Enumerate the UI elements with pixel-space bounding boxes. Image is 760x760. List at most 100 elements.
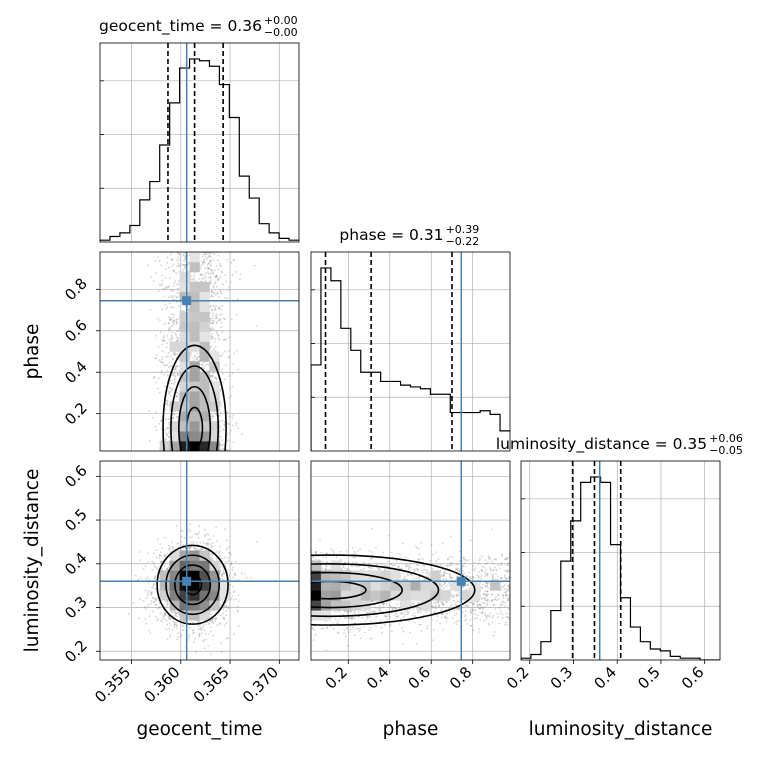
sample-point <box>220 321 223 324</box>
sample-point <box>207 267 210 269</box>
sample-point <box>172 263 175 266</box>
sample-point <box>189 276 192 278</box>
sample-point <box>188 309 190 312</box>
sample-point <box>199 626 202 629</box>
sample-point <box>170 295 173 297</box>
sample-point <box>196 533 199 536</box>
sample-point <box>175 365 177 368</box>
sample-point <box>168 544 170 547</box>
sample-point <box>152 280 155 283</box>
sample-point <box>153 552 156 555</box>
sample-point <box>212 535 215 537</box>
sample-point <box>209 327 212 330</box>
panel-frame-0-0 <box>99 42 300 243</box>
density-cell <box>169 431 180 442</box>
sample-point <box>170 610 173 613</box>
hist-bin <box>470 413 480 451</box>
sample-point <box>207 539 210 541</box>
sample-point <box>154 425 157 428</box>
sample-point <box>144 618 146 620</box>
sample-point <box>172 320 174 323</box>
sample-point <box>210 309 213 312</box>
sample-point <box>231 274 234 276</box>
sample-point <box>163 612 166 614</box>
sample-point <box>207 268 210 271</box>
density-cell <box>199 381 210 392</box>
sample-point <box>220 368 223 371</box>
sample-point <box>176 395 178 398</box>
sample-point <box>221 419 224 422</box>
sample-point <box>169 633 172 636</box>
hist-bin <box>650 649 660 660</box>
sample-point <box>153 584 155 586</box>
density-cell <box>189 311 200 322</box>
sample-point <box>216 279 219 281</box>
sample-point <box>187 547 190 550</box>
sample-point <box>224 528 226 530</box>
sample-point <box>166 261 168 264</box>
sample-point <box>148 439 151 442</box>
sample-point <box>198 531 201 534</box>
sample-point <box>176 288 179 291</box>
sample-point <box>210 269 212 272</box>
sample-point <box>164 565 166 568</box>
sample-point <box>214 377 217 379</box>
sample-point <box>148 615 151 617</box>
sample-point <box>204 253 207 255</box>
hist-bin <box>440 394 450 451</box>
sample-point <box>202 261 205 264</box>
sample-point <box>151 596 154 599</box>
hist-bin <box>531 655 541 660</box>
sample-point <box>198 277 201 280</box>
sample-point <box>193 272 196 275</box>
sample-point <box>211 554 214 556</box>
sample-point <box>168 296 170 298</box>
density-cell <box>199 401 210 412</box>
sample-point <box>214 294 217 296</box>
sample-point <box>210 613 213 616</box>
sample-point <box>214 276 217 279</box>
sample-point <box>170 334 173 337</box>
sample-point <box>222 612 225 615</box>
sample-point <box>216 292 219 295</box>
sample-point <box>221 578 224 581</box>
sample-point <box>181 530 184 533</box>
sample-point <box>208 262 210 265</box>
sample-point <box>210 291 213 294</box>
sample-point <box>193 631 195 634</box>
density-cell <box>199 341 210 352</box>
sample-point <box>142 568 145 571</box>
sample-point <box>221 373 224 375</box>
sample-point <box>158 606 161 609</box>
sample-point <box>209 317 212 320</box>
grid-1-1 <box>347 252 474 451</box>
sample-point <box>173 319 176 322</box>
sample-point <box>209 556 212 558</box>
sample-point <box>210 294 213 297</box>
sample-point <box>198 525 201 528</box>
sample-point <box>171 296 174 299</box>
sample-point <box>168 547 171 550</box>
sample-point <box>212 622 215 625</box>
sample-point <box>164 429 166 432</box>
sample-point <box>183 537 186 539</box>
density-cell <box>209 441 220 451</box>
sample-point <box>224 561 227 563</box>
sample-point <box>219 550 222 552</box>
sample-point <box>180 549 183 551</box>
sample-point <box>207 252 210 255</box>
hist-bin <box>541 642 551 660</box>
sample-point <box>211 312 214 315</box>
sample-point <box>218 551 221 554</box>
sample-point <box>209 375 212 378</box>
hist-bin <box>200 61 210 242</box>
sample-point <box>164 613 167 616</box>
sample-point <box>210 252 213 255</box>
sample-point <box>192 629 195 632</box>
sample-point <box>137 578 139 581</box>
sample-point <box>253 264 256 267</box>
sample-point <box>177 256 180 259</box>
sample-point <box>213 348 216 351</box>
sample-point <box>214 413 217 415</box>
sample-point <box>172 620 175 623</box>
